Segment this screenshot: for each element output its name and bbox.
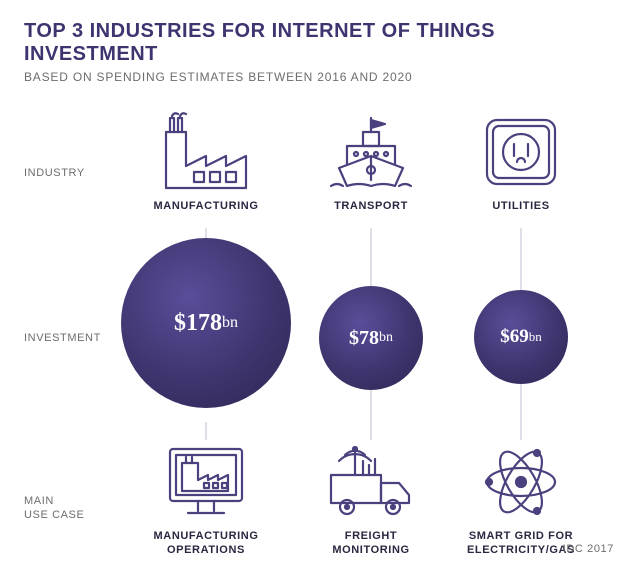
page-subtitle: BASED ON SPENDING ESTIMATES BETWEEN 2016…: [24, 70, 616, 84]
monitor-factory-icon: [158, 438, 254, 526]
usecase-label: MANUFACTURINGOPERATIONS: [154, 530, 259, 558]
amount-prefix: $: [349, 327, 359, 349]
investment-bubble: $78bn: [319, 286, 423, 390]
investment-cell-utilities: $69bn: [446, 238, 596, 438]
investment-bubble: $178bn: [121, 238, 291, 408]
amount-unit: bn: [222, 314, 238, 332]
amount-prefix: $: [500, 326, 510, 347]
truck-signal-icon: [323, 438, 419, 526]
page-title: TOP 3 INDUSTRIES FOR INTERNET OF THINGS …: [24, 20, 616, 66]
usecase-label: FREIGHTMONITORING: [332, 530, 409, 558]
amount-prefix: $: [174, 310, 186, 336]
ship-icon: [323, 108, 419, 196]
industry-cell-transport: TRANSPORT: [296, 108, 446, 238]
outlet-icon: [473, 108, 569, 196]
industry-label: MANUFACTURING: [154, 200, 259, 214]
investment-cell-manufacturing: $178bn: [116, 238, 296, 438]
usecase-cell-utilities: SMART GRID FORELECTRICITY/GAS: [446, 438, 596, 578]
connector: [371, 390, 372, 440]
row-label-industry: INDUSTRY: [24, 166, 116, 180]
usecase-cell-manufacturing: MANUFACTURINGOPERATIONS: [116, 438, 296, 578]
industry-label: UTILITIES: [492, 200, 549, 214]
infographic-grid: INDUSTRY MANUFACTURING: [24, 108, 616, 578]
row-label-usecase: MAINUSE CASE: [24, 494, 116, 523]
source-footer: IDC 2017: [563, 543, 614, 555]
investment-cell-transport: $78bn: [296, 238, 446, 438]
factory-icon: [158, 108, 254, 196]
investment-bubble: $69bn: [474, 290, 568, 384]
industry-cell-utilities: UTILITIES: [446, 108, 596, 238]
industry-label: TRANSPORT: [334, 200, 408, 214]
amount-value: 178: [186, 310, 222, 336]
connector: [521, 384, 522, 440]
amount-value: 69: [510, 326, 529, 347]
atom-icon: [473, 438, 569, 526]
amount-unit: bn: [529, 329, 542, 345]
amount-value: 78: [359, 327, 379, 349]
usecase-cell-transport: FREIGHTMONITORING: [296, 438, 446, 578]
amount-unit: bn: [379, 330, 393, 346]
usecase-label: SMART GRID FORELECTRICITY/GAS: [467, 530, 575, 558]
row-label-investment: INVESTMENT: [24, 331, 116, 345]
industry-cell-manufacturing: MANUFACTURING: [116, 108, 296, 238]
